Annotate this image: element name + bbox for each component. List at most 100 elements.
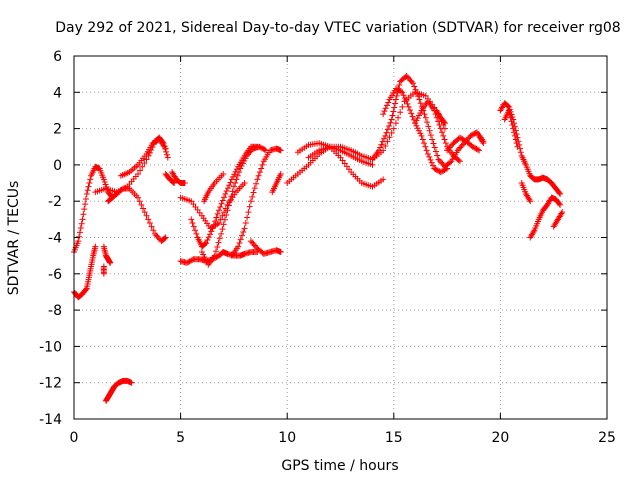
- data-point: [440, 132, 447, 139]
- data-point: [437, 169, 444, 176]
- data-point: [395, 87, 402, 94]
- data-point: [405, 103, 412, 110]
- x-axis-label: GPS time / hours: [281, 458, 398, 474]
- data-point: [204, 237, 211, 244]
- data-point: [421, 111, 428, 118]
- x-tick-label: 0: [70, 430, 79, 446]
- data-point: [258, 165, 265, 172]
- data-point: [433, 166, 440, 173]
- data-point: [220, 170, 227, 177]
- data-point: [460, 136, 467, 143]
- data-point: [454, 147, 461, 154]
- data-point: [397, 109, 404, 116]
- data-point: [128, 379, 135, 386]
- x-tick-label: 20: [491, 430, 509, 446]
- x-ticks: 0 5 10 15 20 25: [70, 56, 616, 446]
- data-point: [424, 151, 431, 158]
- data-point: [425, 123, 432, 130]
- y-tick-label: -6: [48, 267, 62, 283]
- data-point: [137, 167, 144, 174]
- data-point: [101, 178, 108, 185]
- data-point: [218, 200, 225, 207]
- data-point: [221, 209, 228, 216]
- data-point: [192, 227, 199, 234]
- data-point: [559, 209, 566, 216]
- data-point: [419, 136, 426, 143]
- data-point: [83, 190, 90, 197]
- data-point: [230, 173, 237, 180]
- data-point: [233, 176, 240, 183]
- series-arc-4: [105, 185, 169, 245]
- data-point: [240, 229, 247, 236]
- data-point: [430, 140, 437, 147]
- data-point: [219, 212, 226, 219]
- data-point: [433, 148, 440, 155]
- data-point: [399, 89, 406, 96]
- data-point: [386, 134, 393, 141]
- data-point: [244, 151, 251, 158]
- data-point: [436, 157, 443, 164]
- data-point: [161, 235, 168, 242]
- data-point: [442, 140, 449, 147]
- data-point: [417, 109, 424, 116]
- data-point: [556, 189, 563, 196]
- data-point: [449, 141, 456, 148]
- data-point: [244, 214, 251, 221]
- data-point: [170, 179, 177, 186]
- data-point: [378, 141, 385, 148]
- data-point: [438, 129, 445, 136]
- data-point: [229, 188, 236, 195]
- data-point: [249, 239, 256, 246]
- data-point: [235, 243, 242, 250]
- data-point: [145, 216, 152, 223]
- data-point: [426, 127, 433, 134]
- data-point: [392, 100, 399, 107]
- data-point: [423, 147, 430, 154]
- data-point: [396, 87, 403, 94]
- data-point: [213, 214, 220, 221]
- data-point: [143, 156, 150, 163]
- series-arc-21: [305, 143, 376, 168]
- data-point: [530, 228, 537, 235]
- data-point: [414, 115, 421, 122]
- series-arc-32: [550, 209, 566, 230]
- data-point: [224, 185, 231, 192]
- data-point: [227, 179, 234, 186]
- data-point: [215, 219, 222, 226]
- chart-title: Day 292 of 2021, Sidereal Day-to-day VTE…: [55, 20, 620, 36]
- data-point: [237, 236, 244, 243]
- data-point: [236, 239, 243, 246]
- data-point: [382, 143, 389, 150]
- data-point: [146, 219, 153, 226]
- data-point: [509, 121, 516, 128]
- data-point: [404, 100, 411, 107]
- data-point: [232, 180, 239, 187]
- data-point: [380, 176, 387, 183]
- data-point: [381, 108, 388, 115]
- data-point: [418, 132, 425, 139]
- data-point: [510, 125, 517, 132]
- data-point: [383, 129, 390, 136]
- data-points: [71, 72, 566, 404]
- data-point: [193, 230, 200, 237]
- data-point: [470, 144, 477, 151]
- data-point: [183, 259, 190, 266]
- data-point: [82, 201, 89, 208]
- data-point: [456, 145, 463, 152]
- data-point: [416, 96, 423, 103]
- data-point: [253, 243, 260, 250]
- data-point: [84, 187, 91, 194]
- data-point: [440, 167, 447, 174]
- data-point: [212, 248, 219, 255]
- data-point: [247, 238, 254, 245]
- data-point: [85, 183, 92, 190]
- data-point: [457, 144, 464, 151]
- series-arc-18: [269, 170, 284, 196]
- data-point: [379, 138, 386, 145]
- data-point: [164, 154, 171, 161]
- data-point: [118, 186, 125, 193]
- data-point: [472, 145, 479, 152]
- data-point: [204, 259, 211, 266]
- data-point: [408, 78, 415, 85]
